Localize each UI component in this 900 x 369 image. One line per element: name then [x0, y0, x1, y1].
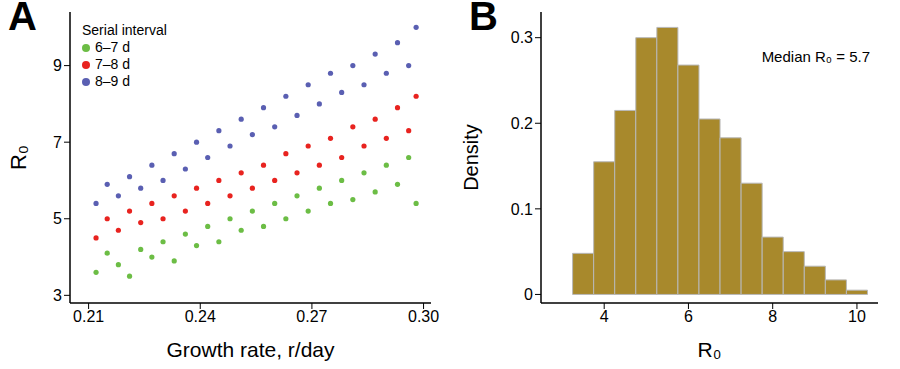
html-text:7–8 d: 7–8 d [95, 56, 130, 72]
svg-text:10: 10 [848, 308, 866, 325]
html-text:Median R₀ = 5.7: Median R₀ = 5.7 [761, 48, 870, 65]
svg-text:7: 7 [53, 134, 62, 151]
svg-text:Density: Density [460, 124, 482, 191]
svg-text:0.3: 0.3 [511, 29, 533, 46]
svg-text:8: 8 [768, 308, 777, 325]
html-text:8–9 d: 8–9 d [95, 73, 130, 89]
svg-text:R₀: R₀ [8, 145, 31, 170]
svg-text:0.24: 0.24 [185, 308, 216, 325]
svg-text:4: 4 [600, 308, 609, 325]
svg-text:0: 0 [524, 286, 533, 303]
svg-text:9: 9 [53, 57, 62, 74]
svg-text:3: 3 [53, 287, 62, 304]
svg-text:Growth rate, r/day: Growth rate, r/day [166, 338, 335, 361]
svg-text:0.2: 0.2 [511, 115, 533, 132]
svg-text:0.1: 0.1 [511, 201, 533, 218]
html-text:Serial interval: Serial interval [82, 22, 167, 38]
svg-text:0.21: 0.21 [73, 308, 104, 325]
svg-text:R₀: R₀ [698, 338, 722, 361]
svg-text:5: 5 [53, 210, 62, 227]
html-text:6–7 d: 6–7 d [95, 39, 130, 55]
svg-text:0.27: 0.27 [296, 308, 327, 325]
svg-text:0.30: 0.30 [408, 308, 439, 325]
svg-text:6: 6 [684, 308, 693, 325]
